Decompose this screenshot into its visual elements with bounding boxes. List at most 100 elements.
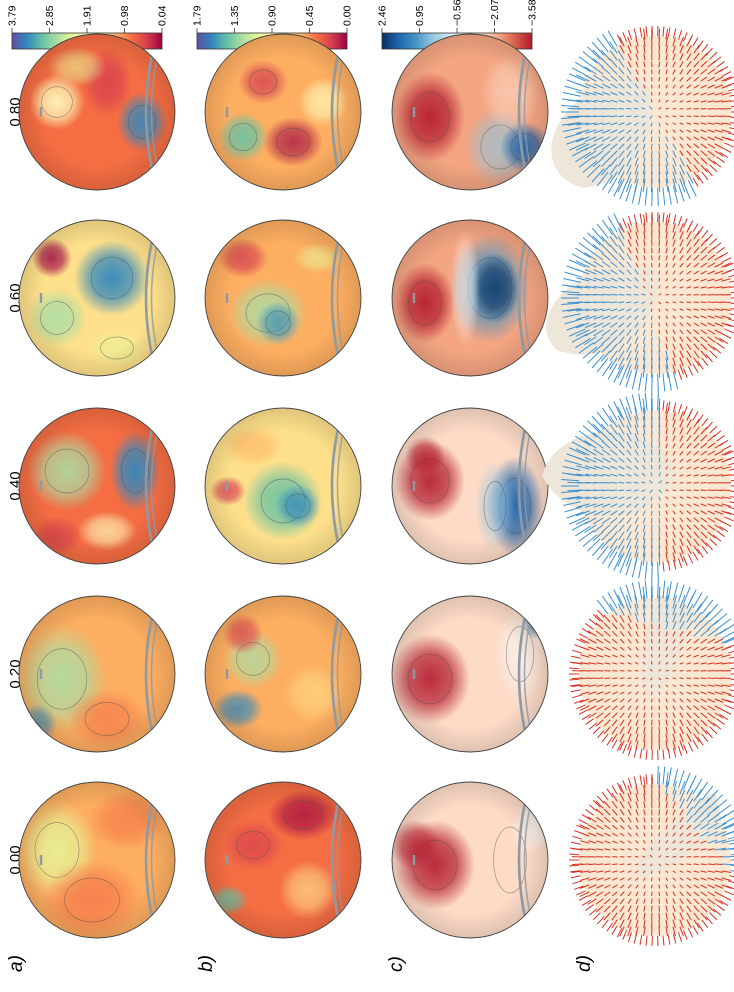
limb-vector <box>616 742 623 752</box>
field-vector <box>665 231 668 240</box>
field-vector <box>672 336 676 342</box>
field-vector <box>592 235 604 247</box>
limb-vector <box>602 595 613 612</box>
field-vector <box>714 136 724 141</box>
limb-vector <box>622 218 627 228</box>
field-vector <box>650 503 653 509</box>
field-vector <box>714 877 723 881</box>
field-vector <box>618 322 625 328</box>
field-vector <box>626 301 632 304</box>
field-vector <box>714 646 724 651</box>
limb-vector <box>729 689 734 692</box>
field-vector <box>580 684 590 687</box>
limb-vector <box>687 742 694 752</box>
field-vector <box>626 481 632 484</box>
field-vector <box>693 646 699 651</box>
field-vector <box>642 424 646 435</box>
field-vector <box>626 336 632 344</box>
field-vector <box>679 255 684 261</box>
field-vector <box>601 350 611 362</box>
limb-vector <box>625 184 632 202</box>
field-vector <box>693 270 699 275</box>
field-vector <box>593 465 604 470</box>
field-vector <box>588 840 597 844</box>
field-vector <box>679 654 684 658</box>
field-vector <box>700 350 708 359</box>
field-vector <box>714 654 723 658</box>
field-vector <box>603 726 611 735</box>
field-vector <box>620 825 625 830</box>
field-vector <box>643 223 646 233</box>
field-vector <box>601 449 611 456</box>
field-vector <box>642 322 646 328</box>
field-vector <box>672 474 676 477</box>
field-vector <box>679 171 686 184</box>
field-vector <box>619 631 625 637</box>
sphere-outline <box>391 33 549 191</box>
field-vector <box>649 489 653 494</box>
field-vector <box>700 620 710 630</box>
vector-sphere <box>546 212 734 392</box>
field-vector <box>620 884 625 889</box>
limb-vector <box>730 662 734 664</box>
field-vector <box>626 545 632 558</box>
field-vector <box>721 839 734 844</box>
field-vector <box>672 503 676 507</box>
field-vector <box>642 343 646 353</box>
field-vector <box>714 831 727 837</box>
field-vector <box>619 919 625 929</box>
field-vector <box>672 171 677 184</box>
field-vector <box>601 157 611 167</box>
field-vector <box>610 91 618 96</box>
field-vector <box>672 531 676 538</box>
limb-vector <box>724 704 734 710</box>
limb-vector <box>606 922 613 932</box>
field-vector <box>700 136 707 141</box>
field-vector <box>672 143 677 150</box>
field-vector <box>693 877 699 881</box>
field-vector <box>604 698 611 703</box>
field-vector <box>609 415 618 428</box>
field-vector <box>693 884 699 889</box>
field-vector <box>700 434 708 442</box>
sphere-outline <box>18 219 176 377</box>
field-vector <box>686 100 692 103</box>
field-vector <box>658 293 662 296</box>
field-vector <box>721 884 732 889</box>
latitude-band <box>144 789 157 931</box>
field-vector <box>714 705 724 711</box>
field-vector <box>602 91 611 96</box>
field-vector <box>642 364 646 378</box>
limb-vector <box>611 739 618 749</box>
field-vector <box>714 450 724 456</box>
field-vector <box>643 793 646 802</box>
field-vector <box>658 277 661 282</box>
field-vector <box>619 44 625 54</box>
field-vector <box>635 712 639 718</box>
colorbar-a-ticks: 3.79 2.85 1.91 0.98 0.04 <box>7 5 169 33</box>
field-vector <box>672 877 676 881</box>
limb-vector <box>644 561 648 580</box>
field-vector <box>672 809 676 816</box>
field-vector <box>700 884 707 889</box>
field-vector <box>641 98 646 103</box>
latitude-band <box>144 603 157 745</box>
field-vector <box>714 100 723 103</box>
field-vector <box>672 884 676 889</box>
field-vector <box>604 824 611 830</box>
field-vector <box>700 238 708 247</box>
field-vector <box>642 178 646 192</box>
sphere-map-a <box>18 219 176 377</box>
field-vector <box>619 809 625 816</box>
field-vector <box>587 638 597 644</box>
field-vector <box>617 415 625 428</box>
field-vector <box>609 164 618 176</box>
field-vector <box>643 646 646 651</box>
latitude-band <box>517 227 530 369</box>
field-vector <box>584 143 597 151</box>
limb-vector <box>622 744 627 754</box>
field-vector <box>665 586 669 602</box>
field-vector <box>626 517 632 524</box>
field-vector <box>633 489 639 492</box>
field-vector <box>686 840 692 844</box>
